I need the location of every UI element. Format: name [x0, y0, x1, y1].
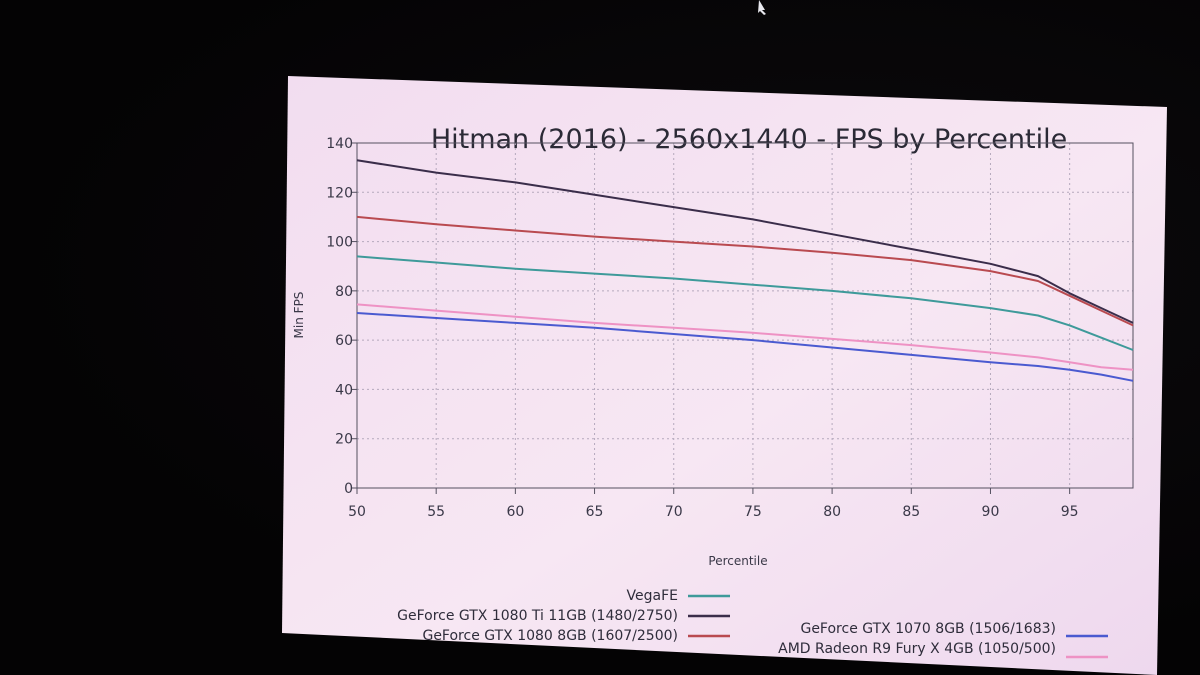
chart-title: Hitman (2016) - 2560x1440 - FPS by Perce…: [431, 124, 1067, 155]
series-lines: [356, 159, 1134, 382]
x-tick-label-60: 60: [506, 504, 524, 520]
x-tick-label-70: 70: [665, 504, 683, 520]
x-tick-label-85: 85: [902, 504, 920, 520]
y-tick-label-0: 0: [344, 481, 353, 497]
y-tick-label-20: 20: [335, 432, 353, 448]
x-tick-label-95: 95: [1061, 504, 1079, 520]
x-tick-label-80: 80: [823, 504, 841, 520]
legend-label-gtx-1080: GeForce GTX 1080 8GB (1607/2500): [422, 628, 678, 644]
series-line-3: [356, 312, 1134, 382]
legend-label-fury-x: AMD Radeon R9 Fury X 4GB (1050/500): [778, 641, 1056, 657]
x-tick-label-90: 90: [982, 504, 1000, 520]
legend-label-gtx-1080-ti: GeForce GTX 1080 Ti 11GB (1480/2750): [397, 608, 678, 624]
y-axis-label: Min FPS: [292, 292, 306, 339]
legend-label-vegafe: VegaFE: [627, 588, 678, 604]
legend: VegaFE GeForce GTX 1080 Ti 11GB (1480/27…: [397, 588, 1108, 659]
x-tick-label-50: 50: [348, 504, 366, 520]
series-line-2: [356, 215, 1134, 327]
legend-item-gtx-1080: GeForce GTX 1080 8GB (1607/2500): [422, 628, 730, 644]
x-tick-label-75: 75: [744, 504, 762, 520]
y-tick-label-100: 100: [326, 235, 353, 251]
y-tick-label-140: 140: [326, 136, 353, 152]
legend-item-vegafe: VegaFE: [627, 588, 730, 604]
plot-frame: [356, 142, 1134, 489]
series-line-1: [356, 159, 1134, 324]
axis-ticks: 50 55 60 65 70 75 80 85 90 95 0 20 40 60 80 100 120 140: [326, 136, 1078, 520]
mouse-cursor-icon: [758, 0, 766, 15]
legend-item-gtx-1070: GeForce GTX 1070 8GB (1506/1683): [800, 621, 1108, 638]
series-line-0: [356, 255, 1134, 351]
legend-item-fury-x: AMD Radeon R9 Fury X 4GB (1050/500): [778, 641, 1108, 659]
x-tick-label-55: 55: [427, 504, 445, 520]
x-axis-label: Percentile: [708, 554, 767, 568]
grid-lines: [357, 143, 1133, 488]
x-tick-label-65: 65: [586, 504, 604, 520]
legend-label-gtx-1070: GeForce GTX 1070 8GB (1506/1683): [800, 621, 1056, 637]
chart-screen-background: [282, 76, 1167, 675]
legend-item-gtx-1080-ti: GeForce GTX 1080 Ti 11GB (1480/2750): [397, 608, 730, 624]
series-line-4: [356, 303, 1134, 371]
y-tick-label-40: 40: [335, 382, 353, 398]
y-tick-label-80: 80: [335, 284, 353, 300]
y-tick-label-120: 120: [326, 185, 353, 201]
y-tick-label-60: 60: [335, 333, 353, 349]
